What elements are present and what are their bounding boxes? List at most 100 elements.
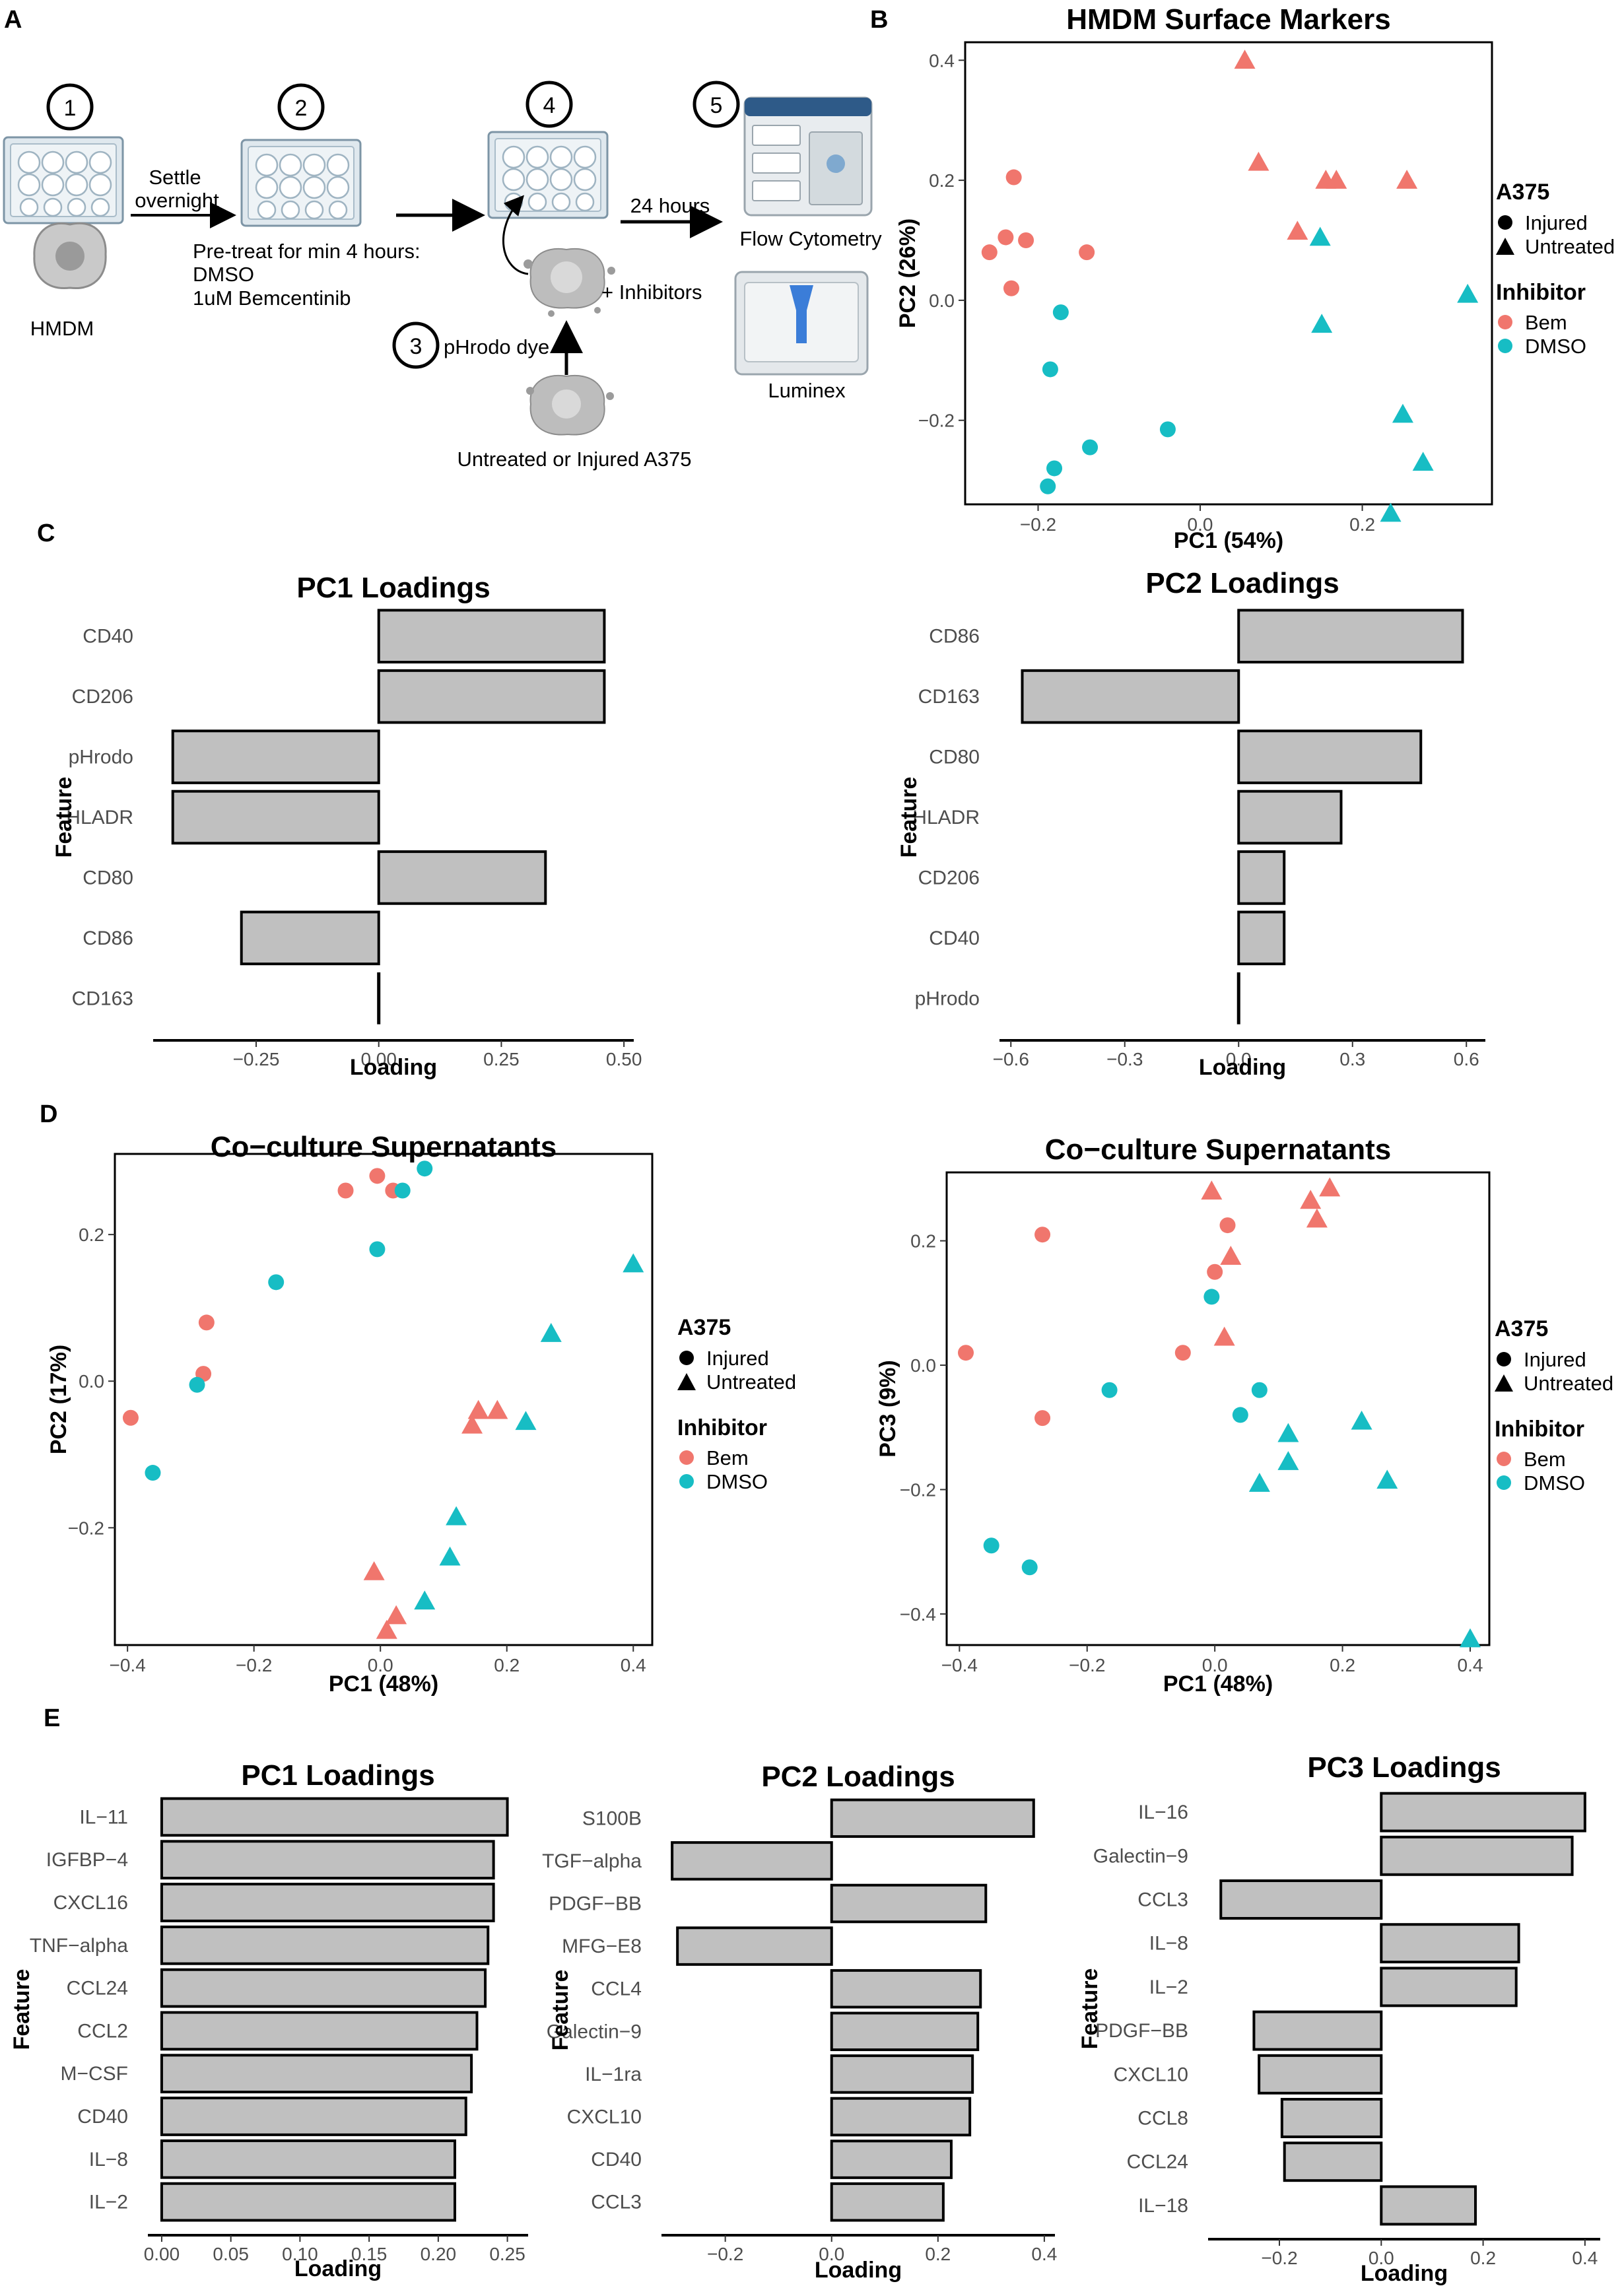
loading-bar	[1237, 609, 1464, 664]
macrophage-cell-icon	[33, 222, 107, 289]
scatter-point-circle	[394, 1182, 411, 1199]
feature-label: HLADR	[66, 807, 133, 828]
x-tick-label: 0.0	[1202, 1655, 1228, 1675]
chart-title: PC1 Loadings	[296, 572, 490, 604]
loading-bar	[1380, 1923, 1520, 1964]
scatter-point-circle	[998, 229, 1014, 246]
pc2-loadings-hmdm: PC2 Loadings CD86 CD163 CD80 HLADR CD206 CD40 p…	[897, 567, 1485, 1080]
schematic-panel: 1 2 3 4 5 HMDM Settle overnight	[3, 81, 882, 471]
feature-label: CCL4	[591, 1978, 642, 2000]
pc2-loadings-coculture: PC2 Loadings S100B TGF−alpha PDGF−BB MFG−E8 C…	[542, 1761, 1057, 2283]
flow-cytometry-label: Flow Cytometry	[739, 227, 882, 250]
y-tick-label: −0.2	[918, 411, 955, 431]
feature-label: CD206	[72, 686, 133, 708]
loading-bar	[1380, 1835, 1574, 1876]
loading-bar	[1021, 669, 1240, 724]
step-number: 1	[64, 96, 77, 121]
plus-inhibitors-label: + Inhibitors	[601, 281, 702, 304]
feature-label: CD40	[929, 927, 980, 949]
scatter-point-circle	[337, 1182, 354, 1199]
scatter-point-circle	[1021, 1559, 1038, 1576]
legend-bem-label: Bem	[1524, 1448, 1566, 1471]
x-axis-label: PC1 (48%)	[329, 1671, 438, 1697]
panel-letter-a: A	[4, 6, 22, 34]
x-tick-label: 0.2	[1330, 1655, 1355, 1675]
scatter-point-triangle	[1306, 1208, 1328, 1228]
step-badge-5: 5	[693, 81, 740, 128]
feature-label: CD163	[72, 988, 133, 1009]
legend-circle-key	[1497, 1352, 1511, 1366]
feature-label: Galectin−9	[1093, 1845, 1188, 1867]
feature-label: CXCL10	[1114, 2064, 1188, 2085]
feature-label: CD40	[83, 626, 133, 648]
scatter-point-triangle	[1380, 502, 1402, 522]
feature-label: IL−11	[79, 1806, 128, 1828]
loading-bar	[830, 2139, 953, 2179]
feature-label: IL−8	[1149, 1933, 1188, 1955]
loading-bar	[160, 2182, 456, 2222]
scatter-point-circle	[958, 1345, 974, 1361]
x-tick-label: 0.2	[494, 1655, 520, 1675]
x-tick-label: 0.3	[1339, 1049, 1365, 1069]
legend-injured-label: Injured	[1525, 211, 1588, 234]
feature-label: Galectin−9	[547, 2021, 642, 2042]
legend-shape-title: A375	[1495, 1316, 1548, 1341]
x-tick-label: 0.10	[282, 2244, 318, 2264]
scatter-point-triangle	[1300, 1190, 1322, 1209]
x-tick-label: 0.4	[621, 1655, 646, 1675]
step-badge-1: 1	[46, 83, 94, 131]
scatter-point-triangle	[1234, 50, 1256, 69]
y-axis-label: PC2 (26%)	[895, 219, 920, 328]
feature-label: TGF−alpha	[542, 1850, 642, 1872]
legend-circle-key	[679, 1351, 694, 1365]
scatter-point-triangle	[1248, 151, 1269, 171]
x-tick-label: −0.2	[1020, 514, 1056, 535]
luminex-label: Luminex	[768, 379, 846, 402]
feature-label: MFG−E8	[562, 1936, 642, 1957]
y-tick-label: 0.0	[79, 1371, 104, 1392]
feature-label: CD86	[929, 626, 980, 648]
scatter-point-circle	[1003, 280, 1019, 296]
24-hours-label: 24 hours	[630, 194, 710, 217]
y-tick-label: −0.4	[900, 1604, 936, 1625]
feature-label: pHrodo	[915, 988, 980, 1009]
legend-dmso-key	[1498, 339, 1512, 353]
hmdm-label: HMDM	[30, 317, 94, 340]
loading-bar	[1283, 2141, 1383, 2182]
loading-bar	[160, 1925, 490, 1965]
feature-label: IL−2	[89, 2192, 128, 2213]
scatter-point-triangle	[540, 1323, 562, 1342]
legend-triangle-key	[1496, 238, 1514, 255]
x-tick-label: 0.0	[368, 1655, 393, 1675]
pc1-loadings-coculture: PC1 Loadings IL−11 IGFBP−4 CXCL16 TNF−alpha C…	[9, 1759, 528, 2281]
scatter-point-triangle	[363, 1561, 385, 1580]
feature-label: CCL24	[67, 1978, 128, 2000]
feature-label: S100B	[582, 1807, 642, 1829]
legend-bem-label: Bem	[706, 1446, 749, 1469]
scatter-point-circle	[983, 1537, 999, 1554]
legend-dmso-label: DMSO	[706, 1470, 768, 1493]
scatter-point-circle	[1018, 232, 1034, 248]
loading-bar	[1237, 910, 1286, 966]
legend-dmso-key	[679, 1474, 694, 1489]
scatter-point-triangle	[386, 1605, 407, 1625]
scatter-point-triangle	[1277, 1423, 1299, 1442]
feature-label: M−CSF	[60, 2063, 128, 2085]
scatter-point-triangle	[446, 1506, 467, 1526]
loading-bar	[160, 2097, 467, 2136]
scatter-point-circle	[1052, 304, 1069, 321]
loading-bar	[671, 1841, 833, 1881]
x-tick-label: −0.2	[1261, 2248, 1297, 2268]
loading-bar	[1252, 2010, 1383, 2051]
feature-label: IL−2	[1149, 1976, 1188, 1998]
scatter-point-triangle	[1351, 1410, 1372, 1430]
panel-letter-e: E	[44, 1704, 60, 1732]
injured-cell-icon	[524, 248, 615, 317]
step-badge-4: 4	[525, 81, 573, 128]
loading-bar	[676, 1926, 833, 1966]
x-tick-label: 0.4	[1572, 2248, 1598, 2268]
phrodo-dye-label: pHrodo dye	[444, 335, 549, 358]
feature-label: CD80	[929, 747, 980, 768]
x-tick-label: 0.2	[1470, 2248, 1496, 2268]
